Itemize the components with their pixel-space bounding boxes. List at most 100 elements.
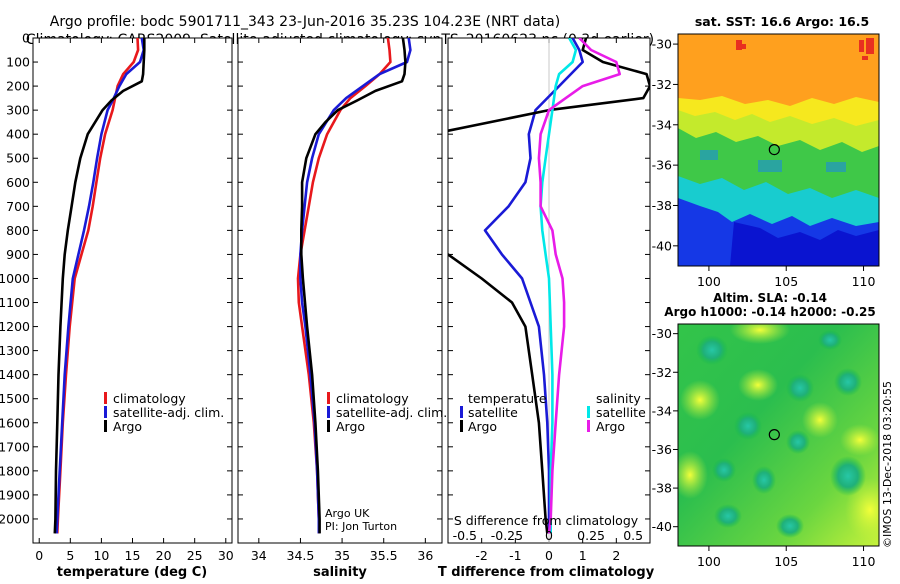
- legend-label-t-satellite: satellite: [468, 405, 518, 420]
- legend-heading-temperature: temperature: [468, 391, 547, 406]
- sst-cool-patch: [758, 160, 782, 172]
- sla-map-title: Altim. SLA: -0.14: [713, 291, 827, 305]
- depth-tick-label: 0: [22, 31, 30, 46]
- x-tick-label: 2: [612, 548, 620, 563]
- series-line-s-argo: [537, 38, 622, 534]
- depth-tick-label: 200: [6, 79, 30, 94]
- x-tick-label: 1: [579, 548, 587, 563]
- legend-heading-salinity: salinity: [596, 391, 641, 406]
- x-tick-label: 0: [545, 548, 553, 563]
- depth-tick-label: 600: [6, 175, 30, 190]
- depth-tick-label: 1000: [0, 271, 30, 286]
- x-tick-label: 35: [334, 548, 350, 563]
- x-tick-label: 34: [251, 548, 267, 563]
- depth-tick-label: 500: [6, 151, 30, 166]
- s-tick-label: -0.25: [491, 528, 523, 543]
- lat-tick-label: -38: [652, 198, 672, 213]
- lat-tick-label: -38: [652, 481, 672, 496]
- depth-tick-label: 100: [6, 55, 30, 70]
- lon-tick-label: 105: [774, 554, 798, 569]
- legend-swatch-t-argo: [460, 420, 463, 432]
- s-tick-label: -0.5: [453, 528, 477, 543]
- legend-swatch-climatology: [327, 392, 330, 404]
- x-tick-label: 10: [93, 548, 109, 563]
- legend-label-t-argo: Argo: [468, 419, 497, 434]
- series-line-t-argo: [448, 38, 650, 534]
- temperature-x-axis-label: temperature (deg C): [57, 565, 207, 580]
- legend-label-climatology: climatology: [336, 391, 409, 406]
- sla-low: [786, 374, 814, 402]
- sla-low: [712, 458, 736, 482]
- legend-label-satellite-adj: satellite-adj. clim.: [336, 405, 447, 420]
- sla-high: [678, 451, 708, 499]
- lon-tick-label: 110: [852, 274, 876, 289]
- t-difference-x-axis-label: T difference from climatology: [438, 565, 655, 580]
- s-difference-axis-label: S difference from climatology: [454, 513, 639, 528]
- series-line-t-satellite: [483, 38, 585, 534]
- legend-label-satellite-adj: satellite-adj. clim.: [113, 405, 224, 420]
- salinity-plot-frame: [237, 37, 443, 544]
- sla-low: [818, 330, 842, 350]
- lon-tick-label: 100: [697, 274, 721, 289]
- sla-high: [730, 324, 790, 344]
- legend-label-s-argo: Argo: [596, 419, 625, 434]
- sla-low: [752, 466, 776, 494]
- depth-tick-label: 1100: [0, 295, 30, 310]
- x-tick-label: 30: [218, 548, 234, 563]
- legend-swatch-t-satellite: [460, 406, 463, 418]
- depth-tick-label: 2000: [0, 511, 30, 526]
- legend-label-argo: Argo: [113, 419, 142, 434]
- sla-high: [802, 402, 838, 438]
- legend-swatch-climatology: [104, 392, 107, 404]
- sla-low: [786, 430, 810, 454]
- legend-swatch-s-satellite: [587, 406, 590, 418]
- sla-high: [680, 380, 720, 420]
- depth-tick-label: 1800: [0, 463, 30, 478]
- depth-tick-label: 700: [6, 199, 30, 214]
- sla-high: [738, 369, 778, 401]
- lon-tick-label: 105: [774, 274, 798, 289]
- x-tick-label: -2: [475, 548, 487, 563]
- lon-tick-label: 110: [852, 554, 876, 569]
- legend-swatch-argo: [104, 420, 107, 432]
- temperature-legend: climatology satellite-adj. clim. Argo: [104, 391, 224, 434]
- series-line-argo: [53, 38, 146, 534]
- depth-tick-label: 800: [6, 223, 30, 238]
- salinity-x-axis-label: salinity: [313, 565, 367, 580]
- lat-tick-label: -36: [652, 442, 672, 457]
- depth-tick-label: 900: [6, 247, 30, 262]
- x-tick-label: 0: [35, 548, 43, 563]
- legend-label-s-satellite: satellite: [596, 405, 646, 420]
- lat-tick-label: -30: [652, 326, 672, 341]
- x-tick-label: 15: [125, 548, 141, 563]
- sst-warm-patch: [866, 38, 874, 54]
- temperature-panel: 0 5 10 15 20 25 30 0 100 200 300 400 500 600 700 800 90…: [0, 31, 234, 581]
- lat-tick-label: -32: [652, 77, 672, 92]
- sla-high: [840, 424, 879, 456]
- sst-band-deep-blue: [730, 222, 879, 266]
- legend-swatch-satellite-adj: [327, 406, 330, 418]
- float-owner-annotation: Argo UK: [325, 507, 370, 520]
- depth-tick-label: 1700: [0, 439, 30, 454]
- figure-title-line-1: Argo profile: bodc 5901711_343 23-Jun-20…: [50, 14, 560, 30]
- x-tick-label: 20: [156, 548, 172, 563]
- depth-tick-label: 1200: [0, 319, 30, 334]
- float-pi-annotation: PI: Jon Turton: [325, 520, 397, 533]
- sla-low: [834, 368, 862, 396]
- sla-low: [696, 335, 728, 365]
- sla-low: [734, 412, 762, 440]
- legend-swatch-satellite-adj: [104, 406, 107, 418]
- lat-tick-label: -40: [652, 238, 672, 253]
- depth-tick-label: 1400: [0, 367, 30, 382]
- lat-tick-label: -30: [652, 37, 672, 52]
- lat-tick-label: -40: [652, 519, 672, 534]
- depth-tick-label: 1300: [0, 343, 30, 358]
- imos-watermark: ©IMOS 13-Dec-2018 03:20:55: [881, 381, 894, 548]
- sla-map-field: [678, 324, 879, 546]
- s-tick-label: 0.5: [623, 528, 643, 543]
- sst-map-title: sat. SST: 16.6 Argo: 16.5: [695, 14, 869, 29]
- temperature-plot-frame: [32, 37, 233, 544]
- lat-tick-label: -34: [652, 403, 672, 418]
- depth-tick-label: 300: [6, 103, 30, 118]
- series-line-satellite-adj-clim: [55, 38, 145, 534]
